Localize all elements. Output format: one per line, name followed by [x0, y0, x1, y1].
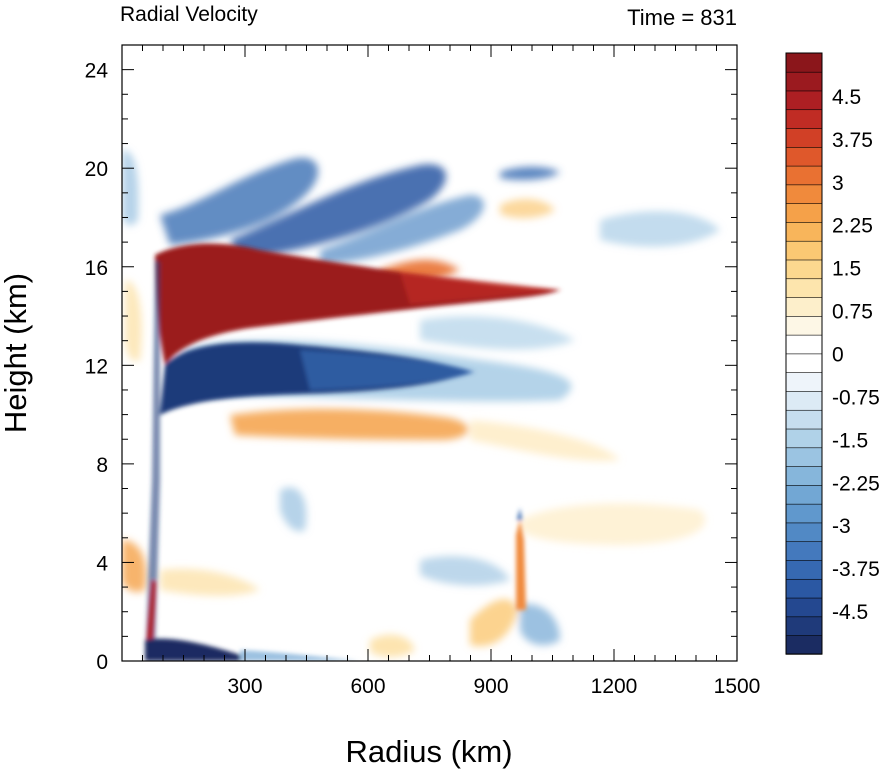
colorbar-swatch: [785, 109, 823, 129]
colorbar-tick-label: 0.75: [832, 301, 873, 324]
x-tick-labels: 300 600 900 1200 1500: [227, 675, 760, 698]
colorbar: [785, 52, 823, 655]
y-tick-label: 0: [96, 651, 108, 674]
colorbar-swatch: [785, 578, 823, 599]
colorbar-swatch: [785, 634, 823, 655]
colorbar-tick-label: 4.5: [832, 86, 861, 109]
colorbar-swatch: [785, 71, 823, 92]
colorbar-swatch: [785, 240, 823, 261]
colorbar-swatch: [785, 465, 823, 486]
colorbar-swatch: [785, 202, 823, 223]
colorbar-swatch: [785, 503, 823, 524]
colorbar-swatch: [785, 371, 823, 392]
colorbar-swatch: [785, 184, 823, 204]
colorbar-frame: [785, 52, 823, 655]
colorbar-swatch: [785, 127, 823, 148]
colorbar-swatch: [785, 259, 823, 280]
colorbar-swatch: [785, 221, 823, 242]
colorbar-tick-label: 1.5: [832, 258, 861, 281]
colorbar-swatch: [785, 315, 823, 336]
colorbar-swatch: [785, 165, 823, 186]
y-tick-label: 4: [96, 552, 108, 575]
colorbar-swatch: [785, 390, 823, 411]
colorbar-swatch: [785, 353, 823, 373]
colorbar-swatch: [785, 334, 823, 355]
colorbar-swatch: [785, 278, 823, 298]
colorbar-swatch: [785, 447, 823, 467]
colorbar-swatch: [785, 428, 823, 449]
chart-title-left: Radial Velocity: [120, 3, 258, 26]
y-tick-label: 8: [96, 454, 108, 477]
y-tick-label: 16: [85, 257, 108, 280]
y-tick-label: 24: [85, 60, 109, 83]
colorbar-tick-label: -4.5: [832, 601, 868, 624]
field-features: [122, 150, 720, 661]
x-tick-label: 1200: [591, 675, 638, 698]
colorbar-swatch: [785, 522, 823, 543]
colorbar-tick-label: -3: [832, 515, 851, 538]
colorbar-swatch: [785, 52, 823, 73]
colorbar-swatch: [785, 597, 823, 618]
colorbar-swatch: [785, 296, 823, 317]
y-axis-label: Height (km): [0, 273, 33, 433]
axis-ticks: [121, 44, 738, 662]
colorbar-tick-label: 3.75: [832, 129, 873, 152]
y-tick-label: 20: [85, 158, 108, 181]
colorbar-swatch: [785, 146, 823, 167]
colorbar-swatch: [785, 559, 823, 580]
colorbar-labels: 4.5 3.75 3 2.25 1.5 0.75 0 -0.75 -1.5 -2.25 -3 -3.7…: [832, 86, 880, 624]
chart-title-right: Time = 831: [627, 5, 737, 30]
colorbar-tick-label: 2.25: [832, 215, 873, 238]
x-axis-label: Radius (km): [345, 734, 512, 769]
y-tick-label: 12: [85, 355, 108, 378]
colorbar-swatch: [785, 90, 823, 111]
colorbar-tick-label: 3: [832, 172, 844, 195]
colorbar-swatch: [785, 484, 823, 505]
x-tick-label: 1500: [714, 675, 761, 698]
x-tick-label: 600: [350, 675, 385, 698]
colorbar-tick-label: -3.75: [832, 558, 880, 581]
colorbar-swatch: [785, 616, 823, 636]
colorbar-swatch: [785, 541, 823, 561]
colorbar-tick-label: -0.75: [832, 386, 880, 409]
x-tick-label: 900: [473, 675, 508, 698]
colorbar-tick-label: -1.5: [832, 429, 868, 452]
colorbar-tick-label: -2.25: [832, 472, 880, 495]
colorbar-swatch: [785, 409, 823, 430]
x-tick-label: 300: [227, 675, 262, 698]
colorbar-tick-label: 0: [832, 344, 844, 367]
y-tick-labels: 0 4 8 12 16 20 24: [85, 60, 109, 674]
